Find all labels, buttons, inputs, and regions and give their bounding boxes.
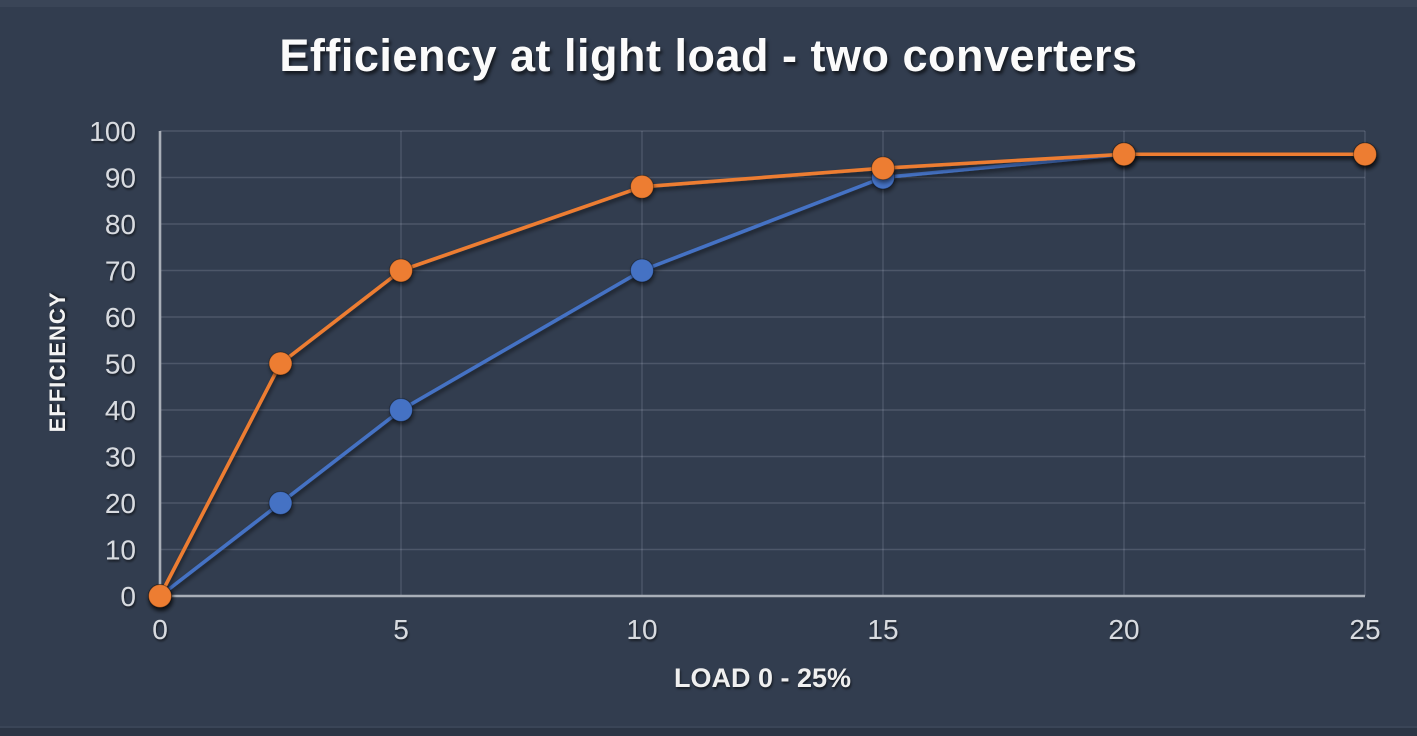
series-orange-point (871, 156, 895, 181)
series-orange-point (389, 258, 413, 283)
chart-title: Efficiency at light load - two converter… (279, 30, 1138, 81)
series-orange-line (158, 152, 1367, 598)
x-tick-label: 25 (1349, 614, 1380, 645)
y-tick-label: 0 (120, 581, 136, 612)
series-orange-point (1112, 142, 1136, 167)
series-blue-point (268, 491, 293, 515)
series-orange-point (268, 351, 293, 376)
x-tick-label: 20 (1108, 614, 1139, 645)
y-tick-label: 10 (105, 535, 136, 566)
y-tick-label: 90 (105, 163, 136, 194)
y-tick-label: 50 (105, 349, 136, 380)
y-tick-label: 60 (105, 302, 136, 333)
y-tick-label: 20 (105, 488, 136, 519)
series-blue-line (158, 152, 1367, 598)
x-tick-label: 5 (393, 614, 409, 645)
tick-label-layer: 0 10 20 30 40 50 60 70 80 90 100 0 5 10 15 20 25 (89, 116, 1380, 645)
axis-layer (158, 131, 1365, 598)
y-axis-title: EFFICIENCY (45, 291, 70, 433)
y-tick-label: 30 (105, 442, 136, 473)
series-blue-point (630, 258, 654, 283)
y-tick-label: 40 (105, 395, 136, 426)
bottom-edge-strip (0, 726, 1417, 736)
grid-layer (160, 130, 1366, 596)
x-axis-title: LOAD 0 - 25% (673, 663, 852, 693)
y-tick-label: 80 (105, 209, 136, 240)
x-tick-label: 15 (867, 614, 898, 645)
series-orange-point (1353, 142, 1377, 167)
y-tick-label: 100 (89, 116, 136, 147)
x-tick-label: 10 (626, 614, 657, 645)
top-edge-strip (0, 0, 1417, 7)
x-tick-label: 0 (152, 614, 168, 645)
y-tick-label: 70 (105, 256, 136, 287)
series-blue-point (389, 398, 413, 422)
series-orange-point (630, 174, 654, 199)
series-layer (148, 142, 1377, 608)
series-orange-point (148, 584, 172, 608)
